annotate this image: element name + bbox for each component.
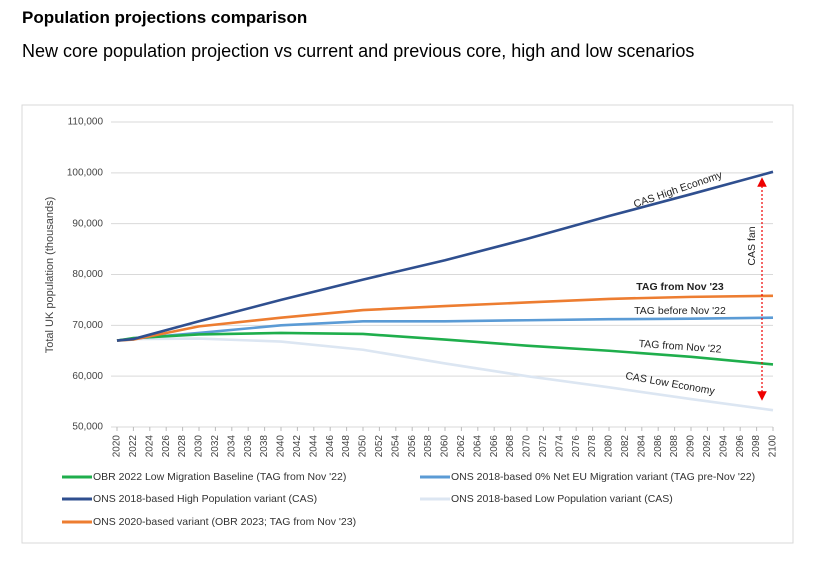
y-tick-label: 60,000 (72, 371, 103, 382)
y-tick-label: 70,000 (72, 320, 103, 331)
x-tick-label: 2042 (292, 435, 303, 458)
x-tick-label: 2082 (620, 435, 631, 458)
x-tick-label: 2076 (571, 435, 582, 458)
x-tick-label: 2080 (604, 435, 615, 458)
annotation: CAS fan (746, 226, 758, 265)
annotation: TAG before Nov '22 (634, 305, 726, 317)
x-tick-label: 2090 (686, 435, 697, 458)
x-tick-label: 2072 (538, 435, 549, 458)
x-tick-label: 2066 (489, 435, 500, 458)
x-tick-label: 2062 (456, 435, 467, 458)
annotation: TAG from Nov '22 (638, 338, 722, 356)
y-tick-label: 110,000 (68, 117, 104, 128)
y-tick-label: 100,000 (67, 167, 104, 178)
x-tick-label: 2074 (554, 435, 565, 458)
legend-label: ONS 2018-based High Population variant (… (93, 493, 317, 505)
x-tick-label: 2086 (653, 435, 664, 458)
x-tick-label: 2084 (636, 435, 647, 458)
x-tick-label: 2058 (423, 435, 434, 458)
x-tick-label: 2040 (276, 435, 287, 458)
x-tick-label: 2050 (358, 435, 369, 458)
y-axis-label: Total UK population (thousands) (44, 197, 56, 354)
x-tick-label: 2098 (751, 435, 762, 458)
y-tick-label: 50,000 (72, 422, 103, 433)
x-tick-label: 2028 (177, 435, 188, 458)
x-tick-label: 2034 (226, 435, 237, 458)
x-tick-label: 2060 (440, 435, 451, 458)
x-tick-label: 2026 (161, 435, 172, 458)
x-tick-label: 2078 (587, 435, 598, 458)
x-tick-label: 2100 (768, 435, 779, 458)
x-tick-label: 2022 (128, 435, 139, 458)
legend-label: ONS 2018-based Low Population variant (C… (451, 493, 673, 505)
x-tick-label: 2092 (702, 435, 713, 458)
x-tick-label: 2088 (669, 435, 680, 458)
chart-frame (21, 104, 794, 544)
legend-label: ONS 2020-based variant (OBR 2023; TAG fr… (93, 516, 356, 528)
chart-subtitle: New core population projection vs curren… (22, 41, 695, 61)
x-tick-label: 2044 (308, 435, 319, 458)
x-tick-label: 2036 (243, 435, 254, 458)
x-tick-label: 2054 (390, 435, 401, 458)
x-tick-label: 2020 (112, 435, 123, 458)
x-tick-label: 2052 (374, 435, 385, 458)
annotation: CAS Low Economy (624, 370, 716, 398)
x-tick-label: 2096 (735, 435, 746, 458)
x-tick-label: 2030 (194, 435, 205, 458)
legend-label: ONS 2018-based 0% Net EU Migration varia… (451, 471, 755, 483)
x-tick-label: 2024 (144, 435, 155, 458)
x-tick-label: 2070 (522, 435, 533, 458)
series-line (116, 331, 774, 366)
y-tick-label: 90,000 (72, 218, 103, 229)
series-line (116, 294, 774, 342)
x-tick-label: 2056 (407, 435, 418, 458)
x-tick-label: 2032 (210, 435, 221, 458)
legend-label: OBR 2022 Low Migration Baseline (TAG fro… (93, 471, 346, 483)
x-tick-label: 2046 (325, 435, 336, 458)
series-line (116, 337, 774, 412)
x-tick-label: 2094 (718, 435, 729, 458)
chart-title: Population projections comparison (22, 8, 308, 27)
x-tick-label: 2048 (341, 435, 352, 458)
x-tick-label: 2038 (259, 435, 270, 458)
series-line (116, 170, 774, 342)
x-tick-label: 2068 (505, 435, 516, 458)
series-line (116, 316, 774, 342)
annotation: TAG from Nov '23 (636, 281, 724, 293)
y-tick-label: 80,000 (72, 269, 103, 280)
x-tick-label: 2064 (472, 435, 483, 458)
